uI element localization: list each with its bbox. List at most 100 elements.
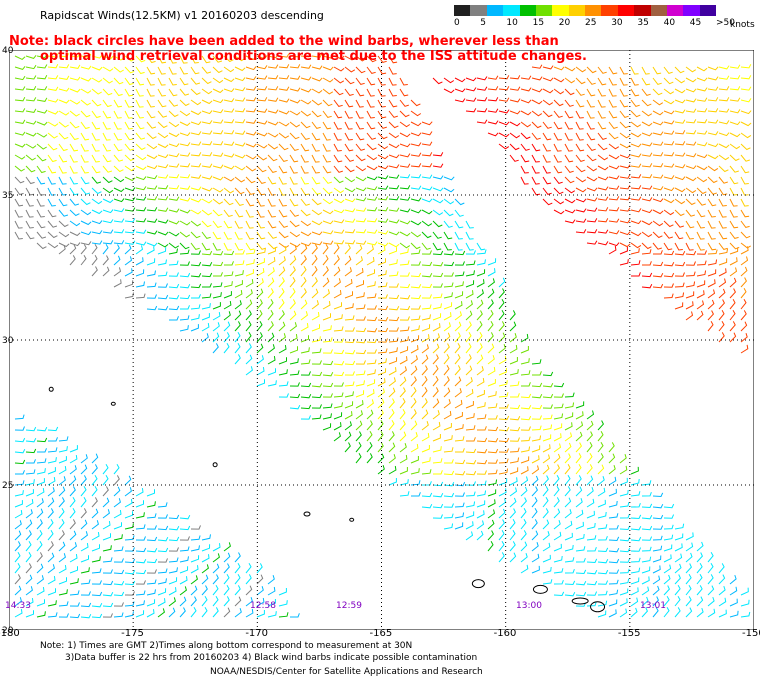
wind-barb [663, 596, 670, 607]
wind-barb [564, 475, 571, 486]
wind-barb [443, 376, 450, 387]
wind-barb [135, 547, 147, 553]
wind-barb [608, 66, 618, 75]
wind-barb [531, 154, 540, 163]
wind-barb [465, 300, 473, 310]
wind-barb [223, 291, 232, 299]
wind-barb [509, 357, 518, 365]
wind-barb [707, 574, 714, 585]
wind-barb [630, 231, 642, 237]
wind-barb [399, 316, 410, 321]
wind-barb [157, 271, 168, 277]
wind-barb [520, 530, 527, 541]
wind-barb [124, 88, 134, 97]
wind-barb [223, 187, 235, 194]
wind-barb [278, 288, 285, 299]
wind-barb [630, 121, 642, 128]
wind-barb [454, 301, 463, 310]
wind-barb [366, 66, 376, 74]
wind-barb [146, 599, 156, 607]
wind-barb [718, 574, 726, 585]
wind-barb [685, 108, 697, 113]
wind-barb [542, 542, 551, 552]
wind-barb [388, 66, 397, 75]
scale-swatch [519, 5, 536, 16]
wind-barb [344, 244, 351, 255]
wind-barb [520, 99, 532, 104]
wind-barb [168, 283, 180, 289]
wind-barb [366, 154, 378, 161]
wind-barb [113, 255, 121, 266]
wind-barb [146, 558, 158, 564]
wind-barb [256, 120, 268, 125]
wind-barb [102, 464, 109, 475]
wind-barb [223, 563, 230, 574]
wind-barb [36, 498, 44, 508]
wind-barb [80, 579, 91, 585]
wind-barb [80, 555, 89, 563]
wind-barb [69, 519, 76, 530]
wind-barb [498, 75, 510, 80]
wind-barb [542, 176, 552, 185]
wind-barb [432, 333, 440, 343]
wind-barb [597, 558, 609, 564]
wind-barb [454, 436, 465, 442]
wind-barb [586, 498, 595, 508]
wind-barb [553, 209, 565, 215]
wind-barb [432, 175, 444, 180]
wind-barb [168, 88, 178, 97]
wind-barb [190, 596, 197, 607]
island-outline [471, 579, 485, 589]
wind-barb [91, 77, 103, 83]
wind-barb [487, 379, 496, 387]
wind-barb [410, 398, 417, 409]
scale-swatch [568, 5, 585, 16]
wind-barb [586, 410, 595, 420]
wind-barb [685, 198, 696, 206]
wind-barb [520, 486, 528, 497]
wind-barb [729, 64, 741, 69]
wind-barb [47, 426, 59, 432]
wind-barb [718, 143, 730, 149]
wind-barb [168, 567, 178, 574]
wind-barb [718, 231, 728, 240]
wind-barb [344, 88, 354, 96]
wind-barb [674, 574, 681, 585]
wind-barb [355, 176, 367, 182]
wind-barb [685, 311, 694, 321]
wind-barb [267, 242, 278, 250]
wind-barb [597, 547, 609, 553]
wind-barb [674, 141, 686, 146]
wind-barb [377, 453, 385, 464]
wind-barb [124, 240, 136, 245]
wind-barb [377, 88, 386, 97]
wind-barb [740, 220, 750, 228]
wind-barb [14, 520, 22, 530]
wind-barb [179, 121, 191, 127]
wind-barb [729, 165, 739, 173]
wind-barb [542, 579, 553, 585]
wind-barb [322, 99, 333, 107]
wind-barb [124, 547, 135, 552]
wind-barb [234, 354, 241, 365]
wind-barb [278, 393, 289, 398]
wind-barb [432, 77, 443, 85]
wind-barb [542, 121, 552, 129]
wind-barb [36, 478, 45, 486]
scale-swatch [617, 5, 635, 16]
wind-barb [113, 486, 121, 497]
wind-barb [575, 453, 582, 464]
wind-barb [190, 565, 199, 574]
wind-barb [707, 249, 718, 255]
wind-barb [366, 77, 376, 86]
wind-barb [201, 141, 213, 146]
wind-barb [608, 165, 620, 170]
wind-barb [322, 132, 331, 141]
wind-barb [14, 108, 26, 113]
wind-barb [91, 230, 103, 235]
wind-barb [113, 569, 125, 575]
wind-barb [619, 547, 631, 553]
wind-barb [366, 389, 375, 398]
wind-barb [47, 132, 58, 139]
wind-barb [322, 54, 334, 59]
